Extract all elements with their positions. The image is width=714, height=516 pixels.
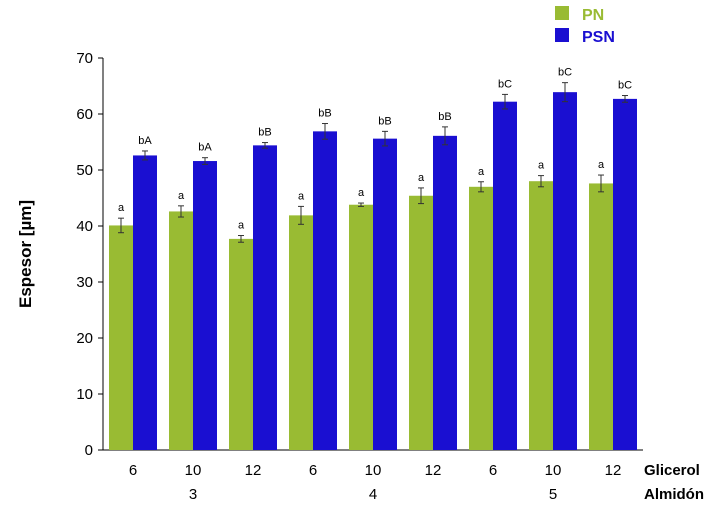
bar-psn <box>553 92 577 450</box>
significance-label: bB <box>438 111 451 123</box>
x-tick-label: 6 <box>309 462 317 479</box>
x-tick-label: 10 <box>365 462 382 479</box>
significance-labels: a bA a bA a bB a bB a bB a bB a bC a bC a bC <box>118 67 632 232</box>
y-tick-label: 30 <box>76 274 93 291</box>
x-tick-label: 10 <box>545 462 562 479</box>
bar-psn <box>373 138 397 450</box>
bar-psn <box>133 155 157 450</box>
bar-pn <box>289 215 313 450</box>
significance-label: a <box>118 202 125 214</box>
bar-pn <box>589 183 613 450</box>
y-axis-label: Espesor [µm] <box>16 200 35 308</box>
y-tick-label: 60 <box>76 106 93 123</box>
bar-pn <box>469 186 493 451</box>
legend: PN PSN <box>555 6 615 46</box>
x-tick-label: 12 <box>605 462 622 479</box>
significance-label: bA <box>138 135 152 147</box>
legend-swatch-pn <box>555 6 569 20</box>
x-level2-title: Almidón <box>644 486 704 503</box>
significance-label: bC <box>498 78 512 90</box>
significance-label: a <box>418 172 425 184</box>
legend-label-psn: PSN <box>582 29 615 46</box>
bar-psn <box>313 131 337 451</box>
significance-label: bB <box>258 127 271 139</box>
legend-label-pn: PN <box>582 7 604 24</box>
bar-psn <box>433 135 457 450</box>
bar-pn <box>529 181 553 450</box>
group-label: 5 <box>549 486 557 503</box>
bar-psn <box>193 161 217 451</box>
significance-label: a <box>238 220 245 232</box>
bar-psn <box>493 101 517 451</box>
bar-pn <box>109 225 133 450</box>
x-tick-label: 12 <box>245 462 262 479</box>
group-labels: 3 4 5 <box>189 486 557 503</box>
x-tick-labels: 6 10 12 6 10 12 6 10 12 <box>129 462 622 479</box>
y-ticks: 0 10 20 30 40 50 60 70 <box>76 50 103 459</box>
y-tick-label: 50 <box>76 162 93 179</box>
significance-label: bC <box>618 80 632 92</box>
group-label: 3 <box>189 486 197 503</box>
y-tick-label: 0 <box>85 442 93 459</box>
bar-pn <box>169 211 193 450</box>
x-tick-label: 10 <box>185 462 202 479</box>
y-tick-label: 20 <box>76 330 93 347</box>
significance-label: bA <box>198 142 212 154</box>
x-tick-label: 6 <box>489 462 497 479</box>
significance-label: a <box>598 159 605 171</box>
y-tick-label: 40 <box>76 218 93 235</box>
significance-label: bB <box>378 115 391 127</box>
bars <box>109 92 637 451</box>
significance-label: bB <box>318 108 331 120</box>
bar-pn <box>229 238 253 450</box>
x-tick-label: 6 <box>129 462 137 479</box>
significance-label: a <box>178 190 185 202</box>
bar-pn <box>409 195 433 450</box>
significance-label: bC <box>558 67 572 79</box>
legend-swatch-psn <box>555 28 569 42</box>
significance-label: a <box>538 160 545 172</box>
bar-psn <box>253 145 277 451</box>
significance-label: a <box>298 190 305 202</box>
y-tick-label: 70 <box>76 50 93 67</box>
significance-label: a <box>358 187 365 199</box>
x-level1-title: Glicerol <box>644 462 700 479</box>
significance-label: a <box>478 166 485 178</box>
bar-pn <box>349 204 373 450</box>
x-tick-label: 12 <box>425 462 442 479</box>
error-bars <box>118 82 628 243</box>
y-tick-label: 10 <box>76 386 93 403</box>
group-label: 4 <box>369 486 377 503</box>
bar-psn <box>613 98 637 450</box>
